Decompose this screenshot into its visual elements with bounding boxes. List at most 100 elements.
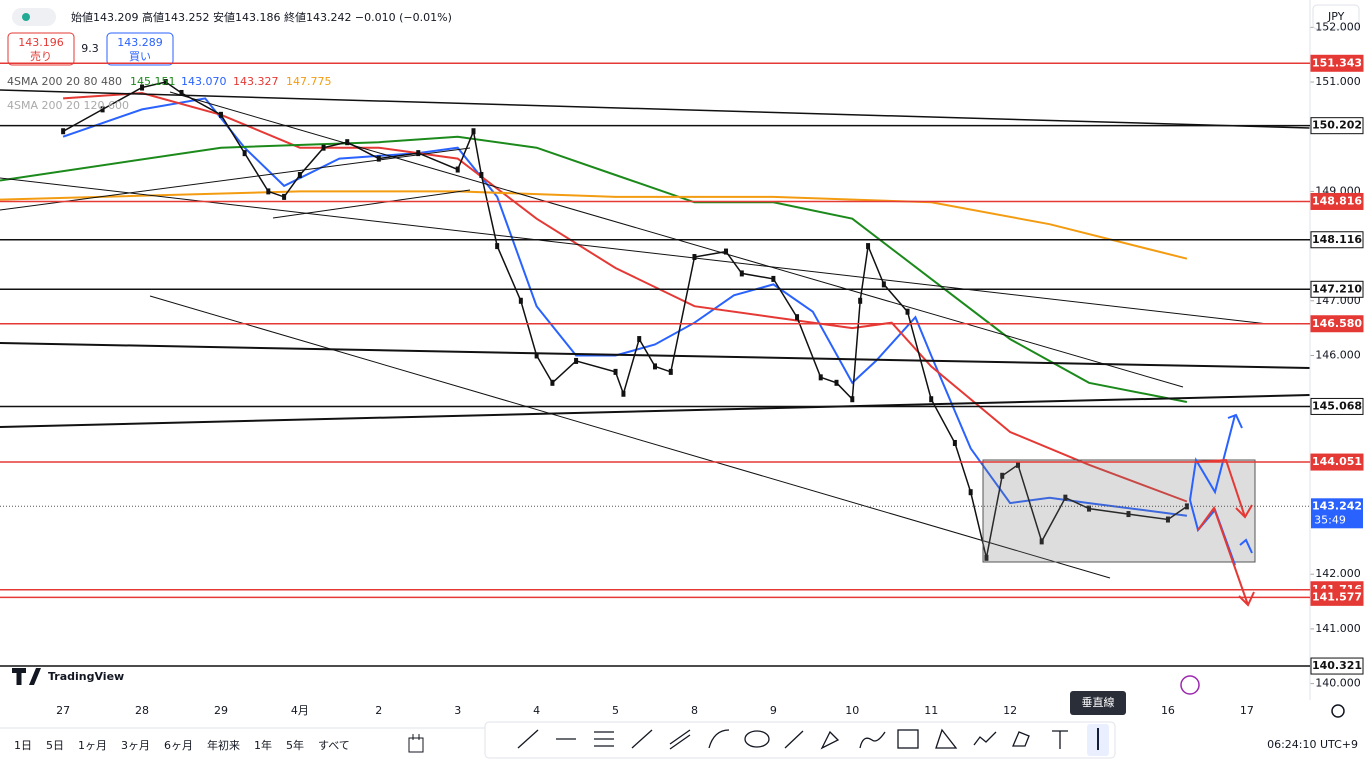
y-tick-label: 142.000 <box>1315 567 1361 580</box>
drawing-toolbar <box>484 721 1116 759</box>
price-point <box>321 144 326 151</box>
status-pill <box>12 8 56 26</box>
price-point <box>834 379 839 386</box>
alert-icon[interactable] <box>1180 675 1200 695</box>
price-tag <box>1310 192 1364 210</box>
price-tag <box>1310 453 1364 471</box>
price-tag <box>1310 117 1364 135</box>
price-point <box>479 172 484 178</box>
price-point <box>140 84 145 91</box>
price-point <box>416 150 421 157</box>
sell-button[interactable] <box>7 32 75 66</box>
price-point <box>866 243 871 250</box>
range-bar: 1日 5日 1ヶ月 3ヶ月 6ヶ月 年初来 1年 5年 すべて <box>14 738 350 752</box>
sell-price[interactable]: 143.196 <box>18 36 64 49</box>
price-point <box>534 352 539 359</box>
indicator-name: 4SMA 200 20 120 600 <box>7 99 129 112</box>
currency[interactable]: JPY <box>1327 10 1345 23</box>
price-point <box>1184 503 1189 510</box>
settings-icon[interactable] <box>1331 704 1345 718</box>
range-button[interactable]: 年初来 <box>207 738 240 752</box>
buy-button[interactable] <box>106 32 174 66</box>
price-tag <box>1310 315 1364 333</box>
last-price-tag <box>1311 498 1363 529</box>
buy-price[interactable]: 143.289 <box>117 36 163 49</box>
ma-line <box>63 91 1188 503</box>
price-point <box>818 374 823 381</box>
price-point <box>266 188 271 195</box>
status-dot <box>22 13 30 21</box>
y-tick-label: 151.000 <box>1315 75 1361 88</box>
price-point <box>282 193 287 200</box>
price-point <box>550 379 555 386</box>
range-button[interactable]: 5年 <box>286 738 304 752</box>
range-button[interactable]: 1ヶ月 <box>78 739 107 752</box>
price-point <box>297 172 302 178</box>
price-point <box>1016 461 1021 468</box>
price-point <box>1126 511 1131 518</box>
price-point <box>1165 516 1170 523</box>
price-point <box>1039 538 1044 545</box>
price-tag <box>1310 54 1364 72</box>
range-button[interactable]: 1年 <box>254 738 272 752</box>
x-tick-label: 27 <box>56 704 70 717</box>
price-point <box>692 254 697 261</box>
tooltip: 垂直線 <box>1082 695 1115 709</box>
price-point <box>739 270 744 277</box>
range-button[interactable]: 1日 <box>14 739 32 752</box>
currency-button[interactable] <box>1312 4 1360 30</box>
price-tag-label: 150.202 <box>1312 119 1362 132</box>
range-button[interactable]: 6ヶ月 <box>164 739 193 752</box>
price-point <box>345 139 350 146</box>
price-tag <box>1310 397 1364 415</box>
price-tag-label: 147.210 <box>1312 282 1362 295</box>
toolbar-icons[interactable] <box>517 728 1099 750</box>
price-point <box>179 89 184 96</box>
price-point <box>850 396 855 403</box>
range-button[interactable]: すべて <box>318 739 350 752</box>
clock: 06:24:10 UTC+9 <box>1267 738 1358 751</box>
indicator-value: 143.327 <box>233 75 279 88</box>
buy-label[interactable]: 買い <box>129 50 151 63</box>
x-tick-label: 5 <box>612 704 619 717</box>
price-tag <box>1310 231 1364 249</box>
x-tick-label: 9 <box>770 704 777 717</box>
price-point <box>905 308 910 315</box>
price-point <box>376 155 381 162</box>
price-point <box>668 368 673 375</box>
price-tag-label: 140.321 <box>1312 659 1362 672</box>
logo-mark <box>12 668 41 685</box>
ma-line <box>0 135 1188 403</box>
date-picker[interactable] <box>408 734 424 753</box>
active-tool[interactable] <box>1087 724 1109 756</box>
countdown: 35:49 <box>1314 513 1346 526</box>
price-point <box>518 297 523 304</box>
x-tick-label: 3 <box>454 704 461 717</box>
price-tag-label: 148.116 <box>1312 233 1362 246</box>
range-box <box>982 459 1256 563</box>
x-tick-label: 12 <box>1003 704 1017 717</box>
price-point <box>771 275 776 282</box>
price-tag-label: 148.816 <box>1312 194 1362 207</box>
ma-line <box>62 97 1188 517</box>
sell-label[interactable]: 売り <box>30 50 52 63</box>
x-tick-label: 29 <box>214 704 228 717</box>
price-point <box>1087 505 1092 512</box>
price-point <box>795 314 800 321</box>
price-point <box>100 106 105 113</box>
y-tick-label: 152.000 <box>1315 20 1361 33</box>
price-point <box>929 396 934 403</box>
indicator-value: 143.070 <box>181 75 227 88</box>
y-tick-label: 140.000 <box>1315 677 1361 690</box>
price-point <box>495 243 500 250</box>
price-point <box>1063 494 1068 501</box>
range-button[interactable]: 3ヶ月 <box>121 739 150 752</box>
price-point <box>455 166 460 173</box>
price-tag-label: 141.577 <box>1312 590 1362 603</box>
last-price-label: 143.242 <box>1312 499 1362 512</box>
x-tick-label: 4月 <box>291 704 309 717</box>
range-button[interactable]: 5日 <box>46 739 64 752</box>
indicator-value: 145.151 <box>130 75 176 88</box>
